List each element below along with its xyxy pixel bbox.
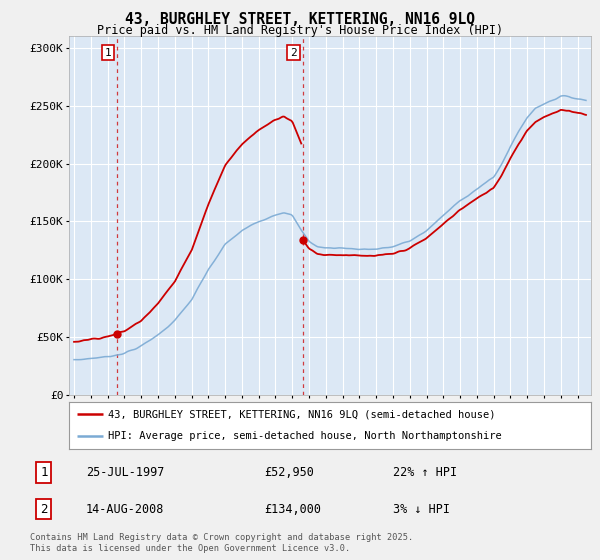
Text: 2: 2 [40, 502, 48, 516]
Text: 1: 1 [104, 48, 111, 58]
Text: Contains HM Land Registry data © Crown copyright and database right 2025.
This d: Contains HM Land Registry data © Crown c… [30, 533, 413, 553]
Text: 25-JUL-1997: 25-JUL-1997 [86, 466, 164, 479]
Text: £52,950: £52,950 [265, 466, 314, 479]
Text: 22% ↑ HPI: 22% ↑ HPI [392, 466, 457, 479]
Text: 14-AUG-2008: 14-AUG-2008 [86, 502, 164, 516]
Text: 43, BURGHLEY STREET, KETTERING, NN16 9LQ: 43, BURGHLEY STREET, KETTERING, NN16 9LQ [125, 12, 475, 27]
Text: Price paid vs. HM Land Registry's House Price Index (HPI): Price paid vs. HM Land Registry's House … [97, 24, 503, 36]
Text: 43, BURGHLEY STREET, KETTERING, NN16 9LQ (semi-detached house): 43, BURGHLEY STREET, KETTERING, NN16 9LQ… [108, 409, 496, 419]
Text: £134,000: £134,000 [265, 502, 322, 516]
Text: 2: 2 [290, 48, 297, 58]
Text: HPI: Average price, semi-detached house, North Northamptonshire: HPI: Average price, semi-detached house,… [108, 431, 502, 441]
Text: 1: 1 [40, 466, 48, 479]
Text: 3% ↓ HPI: 3% ↓ HPI [392, 502, 450, 516]
